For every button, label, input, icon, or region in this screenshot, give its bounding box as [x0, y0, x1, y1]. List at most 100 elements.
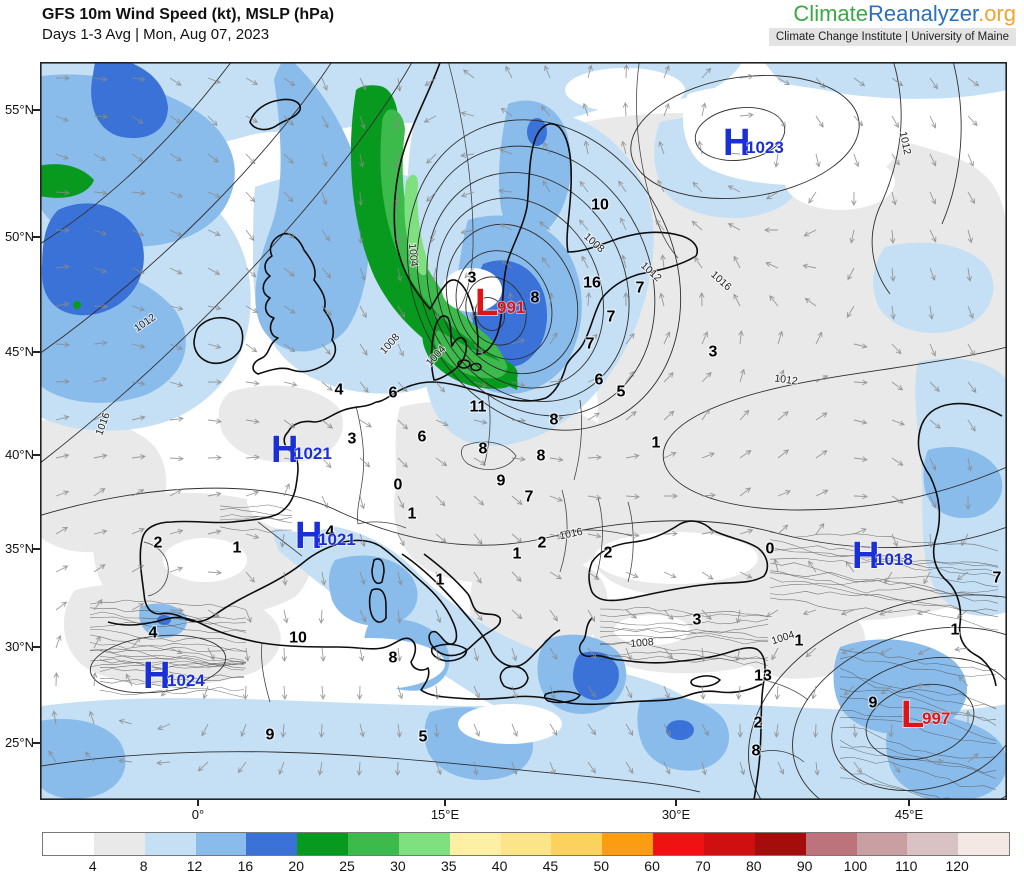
wind-arrow	[320, 685, 326, 700]
wind-arrow	[207, 609, 221, 618]
wind-arrow	[777, 449, 790, 459]
wind-arrow	[118, 758, 133, 764]
wind-arrow	[623, 292, 629, 307]
wind-arrow	[891, 495, 904, 504]
wind-arrow	[430, 229, 437, 243]
terrain-line	[219, 516, 293, 524]
wind-arrow	[811, 685, 817, 700]
wind-arrow	[278, 761, 285, 776]
isobar-contours	[40, 62, 1007, 800]
pressure-center-letter: H	[295, 515, 322, 557]
wind-arrow	[880, 685, 893, 695]
wind-arrow	[549, 533, 564, 540]
terrain-line	[99, 650, 245, 662]
wind-arrow	[473, 571, 482, 584]
wind-arrow	[735, 609, 742, 624]
terrain-line	[89, 634, 247, 663]
wind-arrow	[435, 609, 442, 624]
wind-arrow	[394, 191, 401, 206]
colorbar-segment	[43, 833, 94, 855]
colorbar-segment	[907, 833, 959, 855]
pressure-center-value: 1023	[746, 138, 784, 157]
wind-arrow	[853, 456, 868, 462]
wind-arrow	[498, 188, 513, 194]
wind-speed-label: 8	[479, 441, 488, 458]
pressure-center-value: 1018	[875, 550, 913, 569]
wind-arrow	[321, 305, 333, 316]
wind-arrow	[359, 381, 369, 393]
wind-arrow	[321, 495, 329, 509]
terrain-line	[839, 655, 997, 677]
wind-arrow	[891, 419, 906, 426]
wind-arrow	[621, 140, 627, 155]
wind-arrow	[621, 254, 627, 269]
country-borders	[143, 62, 809, 763]
wind-arrow	[660, 254, 666, 269]
lat-label: 30°N	[4, 639, 34, 654]
wind-arrow	[890, 267, 896, 282]
wind-arrow	[118, 719, 133, 725]
colorbar-tick-label: 16	[237, 858, 254, 874]
wind-arrow	[917, 647, 931, 655]
wind-arrow	[245, 571, 255, 583]
wind-arrow	[958, 675, 969, 687]
isobar-label: 1012	[774, 372, 799, 387]
wind-speed-label: 4	[335, 382, 344, 399]
pressure-center-letter: L	[475, 282, 498, 324]
wind-arrow	[55, 153, 69, 160]
wind-arrow	[55, 415, 70, 421]
wind-speed-label: 10	[289, 630, 307, 647]
wind-arrow	[815, 375, 829, 383]
colorbar-segment	[93, 833, 145, 855]
wind-arrow	[888, 723, 894, 738]
wind-arrow	[884, 571, 893, 584]
wind-arrow	[283, 305, 296, 314]
wind-arrow	[853, 153, 860, 168]
terrain-line	[99, 659, 245, 667]
wind-arrow	[663, 723, 671, 737]
wind-arrow	[55, 189, 70, 196]
terrain-line	[89, 629, 247, 643]
wind-arrow	[131, 229, 145, 237]
wind-arrow	[197, 761, 209, 772]
wind-arrow	[544, 65, 551, 79]
wind-arrow	[88, 710, 95, 725]
wind-arrow	[840, 609, 855, 616]
wind-arrow	[700, 647, 706, 662]
wind-arrow	[738, 330, 744, 345]
wind-arrow	[131, 489, 145, 497]
wind-arrow	[511, 761, 518, 776]
wind-arrow	[357, 191, 364, 206]
wind-arrow	[321, 229, 330, 242]
wind-arrow	[435, 647, 441, 662]
wind-arrow	[579, 180, 589, 193]
wind-arrow	[55, 453, 70, 459]
wind-arrow	[397, 533, 405, 547]
lat-label: 40°N	[4, 447, 34, 462]
wind-arrow	[587, 761, 596, 774]
lon-label: 0°	[191, 807, 205, 822]
wind-arrow	[967, 77, 980, 87]
logo-wordmark[interactable]: ClimateReanalyzer.org	[769, 2, 1016, 26]
wind-speed-label: 16	[583, 275, 601, 292]
wind-arrow	[283, 343, 296, 353]
wind-arrow	[625, 571, 639, 578]
wind-speed-label: 1	[233, 540, 242, 557]
wind-arrow	[923, 571, 931, 585]
pressure-center-value: 991	[497, 298, 525, 317]
wind-arrow	[93, 376, 108, 383]
wind-speed-label: 11	[470, 399, 487, 416]
wind-arrow	[435, 761, 442, 776]
wind-speed-label: 2	[604, 545, 613, 562]
wind-arrow	[929, 229, 937, 243]
wind-arrow	[245, 490, 260, 497]
wind-speed-label: 3	[468, 270, 477, 287]
wind-arrow	[282, 571, 288, 586]
wind-arrow	[878, 609, 893, 616]
wind-arrow	[426, 153, 437, 164]
wind-arrow	[583, 140, 590, 155]
wind-arrow	[701, 723, 709, 737]
wind-arrow	[967, 153, 974, 167]
wind-arrow	[169, 77, 182, 86]
